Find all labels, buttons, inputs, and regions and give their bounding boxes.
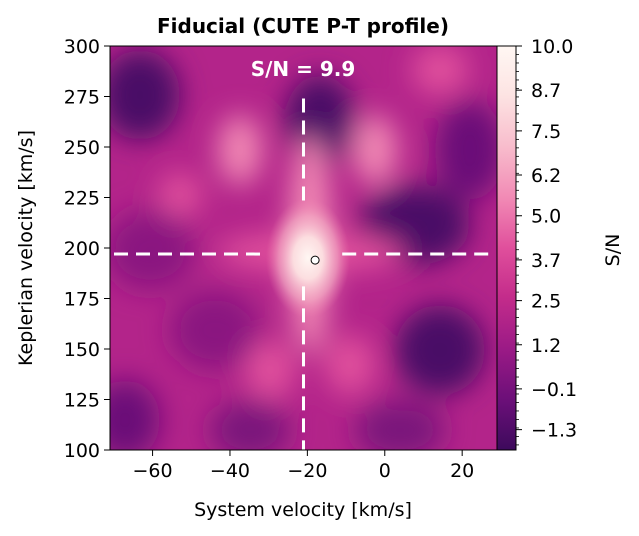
colorbar-tick-label: −0.1 [531, 379, 577, 401]
colorbar-tick-label: 7.5 [531, 121, 561, 143]
x-tick-label: 0 [379, 460, 391, 482]
heatmap-blob [245, 340, 295, 400]
y-tick-label: 275 [64, 87, 100, 109]
crosshair [114, 98, 493, 450]
heatmap-peak-glow [266, 198, 350, 318]
x-axis: −60 −40 −20 0 20 [133, 450, 474, 482]
colorbar-label: S/N [602, 234, 624, 267]
y-tick-label: 250 [64, 137, 100, 159]
heatmap-blob [110, 50, 180, 140]
colorbar [496, 45, 517, 451]
y-axis-label: Keplerian velocity [km/s] [15, 130, 37, 366]
heatmap-blob [218, 115, 262, 185]
colorbar-tick-label: 3.7 [531, 250, 561, 272]
heatmap-blob [412, 46, 468, 95]
heatmap-blob [353, 115, 397, 185]
heatmap-blob [210, 400, 290, 450]
y-tick-label: 125 [64, 390, 100, 412]
x-tick-label: 20 [450, 460, 474, 482]
colorbar-tick-label: 10.0 [531, 36, 573, 58]
colorbar-tick-label: 8.7 [531, 80, 561, 102]
heatmap-blob [325, 335, 375, 395]
heatmap-blob [110, 210, 195, 290]
x-tick-label: −60 [133, 460, 173, 482]
heatmap-blobs [110, 46, 497, 450]
heatmap-blob [158, 173, 202, 217]
colorbar-tick-label: 6.2 [531, 165, 561, 187]
y-tick-label: 200 [64, 238, 100, 260]
colorbar-tick-label: 1.2 [531, 335, 561, 357]
x-tick-label: −20 [287, 460, 327, 482]
y-tick-label: 100 [64, 440, 100, 462]
x-tick-label: −40 [210, 460, 250, 482]
colorbar-tick-label: 5.0 [531, 206, 561, 228]
x-axis-label: System velocity [km/s] [194, 499, 412, 521]
heatmap-blob [110, 380, 160, 450]
y-tick-label: 175 [64, 289, 100, 311]
colorbar-ticks: 10.0 8.7 7.5 6.2 5.0 3.7 2.5 1.2 −0.1 −1.3 [516, 36, 577, 446]
heatmap-blob [395, 305, 485, 395]
y-axis: 100 125 150 175 200 225 250 275 300 [64, 36, 110, 462]
colorbar-tick-label: 2.5 [531, 291, 561, 313]
y-tick-label: 300 [64, 36, 100, 58]
heatmap-blob [355, 400, 445, 450]
heatmap [110, 46, 497, 450]
colorbar-tick-label: −1.3 [531, 420, 577, 442]
y-tick-label: 225 [64, 188, 100, 210]
y-tick-label: 150 [64, 339, 100, 361]
peak-marker [310, 255, 320, 265]
chart-title: Fiducial (CUTE P-T profile) [157, 14, 449, 38]
sn-annotation: S/N = 9.9 [251, 57, 356, 81]
heatmap-blob [170, 290, 260, 370]
heatmap-blob [435, 100, 497, 200]
